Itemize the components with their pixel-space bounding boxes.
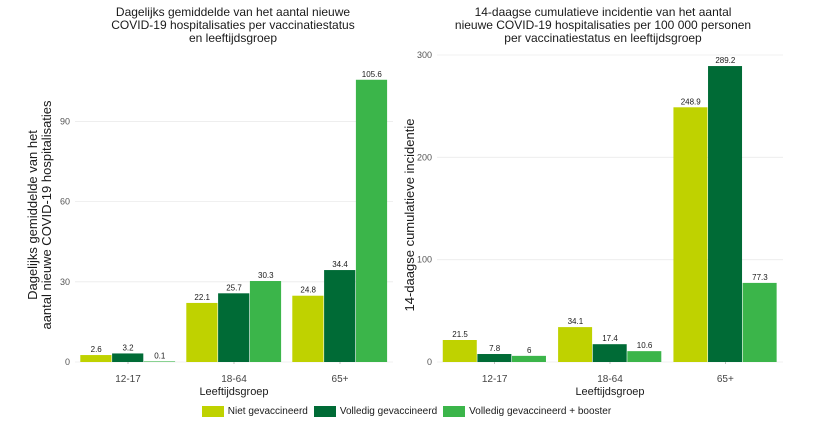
data-label: 34.1	[568, 317, 584, 326]
y-axis-label: Dagelijks gemiddelde van het	[25, 130, 40, 300]
x-axis-label: Leeftijdsgroep	[575, 386, 644, 398]
bar	[477, 354, 512, 362]
bar	[627, 351, 662, 362]
bar	[673, 107, 708, 363]
data-label: 30.3	[258, 271, 274, 280]
bar	[186, 302, 218, 362]
bar	[80, 355, 112, 362]
legend-label: Niet gevaccineerd	[227, 405, 308, 417]
y-tick-label: 100	[417, 255, 432, 265]
y-axis-label: aantal nieuwe COVID-19 hospitalisaties	[39, 100, 54, 330]
figure: 03060902.622.124.83.225.734.40.130.3105.…	[25, 5, 783, 398]
legend-swatch-volledig-gevaccineerd	[313, 405, 336, 417]
bar	[558, 327, 593, 362]
chart-title: Dagelijks gemiddelde van het aantal nieu…	[116, 5, 350, 19]
legend-swatch-niet-gevaccineerd	[201, 405, 224, 417]
legend-item-niet-gevaccineerd: Niet gevaccineerd	[201, 405, 308, 417]
bar	[355, 79, 388, 362]
data-label: 25.7	[226, 283, 242, 292]
data-label: 77.3	[752, 273, 768, 282]
x-tick-label: 12-17	[482, 374, 508, 385]
data-label: 7.8	[489, 344, 501, 353]
legend-swatch-booster	[443, 405, 466, 417]
data-label: 34.4	[332, 260, 348, 269]
x-tick-label: 18-64	[597, 374, 623, 385]
legend: Niet gevaccineerd Volledig gevaccineerd …	[0, 403, 813, 419]
data-label: 10.6	[637, 341, 653, 350]
chart-title: en leeftijdsgroep	[189, 31, 277, 45]
bar	[708, 66, 743, 362]
data-label: 17.4	[602, 334, 618, 343]
y-tick-label: 200	[417, 152, 432, 162]
bar	[442, 339, 477, 362]
x-tick-label: 65+	[332, 374, 349, 385]
bar	[742, 282, 777, 362]
data-label: 22.1	[194, 293, 210, 302]
legend-item-volledig-gevaccineerd: Volledig gevaccineerd	[313, 405, 438, 417]
bar	[218, 293, 250, 362]
bar	[112, 353, 144, 362]
y-tick-label: 30	[60, 277, 70, 287]
chart-title: per vaccinatiestatus en leeftijdsgroep	[504, 31, 702, 45]
y-tick-label: 300	[417, 50, 432, 60]
bar	[511, 355, 546, 362]
x-axis-label: Leeftijdsgroep	[199, 386, 268, 398]
y-tick-label: 90	[60, 116, 70, 126]
data-label: 248.9	[681, 97, 702, 106]
data-label: 21.5	[452, 330, 468, 339]
chart-title: nieuwe COVID-19 hospitalisaties per 100 …	[455, 18, 751, 32]
bar	[292, 295, 324, 362]
data-label: 6	[527, 346, 532, 355]
chart-title: COVID-19 hospitalisaties per vaccinaties…	[111, 18, 354, 32]
legend-label: Volledig gevaccineerd + booster	[469, 405, 612, 417]
x-tick-label: 18-64	[221, 374, 247, 385]
chart-title: 14-daagse cumulatieve incidentie van het…	[475, 5, 732, 19]
data-label: 105.6	[362, 70, 383, 79]
x-tick-label: 12-17	[115, 374, 141, 385]
legend-label: Volledig gevaccineerd	[339, 405, 438, 417]
data-label: 2.6	[91, 345, 103, 354]
y-tick-label: 0	[65, 357, 70, 367]
bar	[249, 281, 282, 362]
y-tick-label: 60	[60, 197, 70, 207]
data-label: 24.8	[300, 286, 316, 295]
y-axis-label: 14-daagse cumulatieve incidentie	[402, 119, 417, 312]
data-label: 289.2	[715, 56, 736, 65]
bar	[324, 270, 356, 362]
data-label: 3.2	[122, 343, 134, 352]
bar	[143, 361, 176, 362]
x-tick-label: 65+	[717, 374, 734, 385]
bar	[592, 344, 627, 362]
data-label: 0.1	[154, 351, 166, 360]
legend-item-booster: Volledig gevaccineerd + booster	[443, 405, 612, 417]
y-tick-label: 0	[427, 357, 432, 367]
